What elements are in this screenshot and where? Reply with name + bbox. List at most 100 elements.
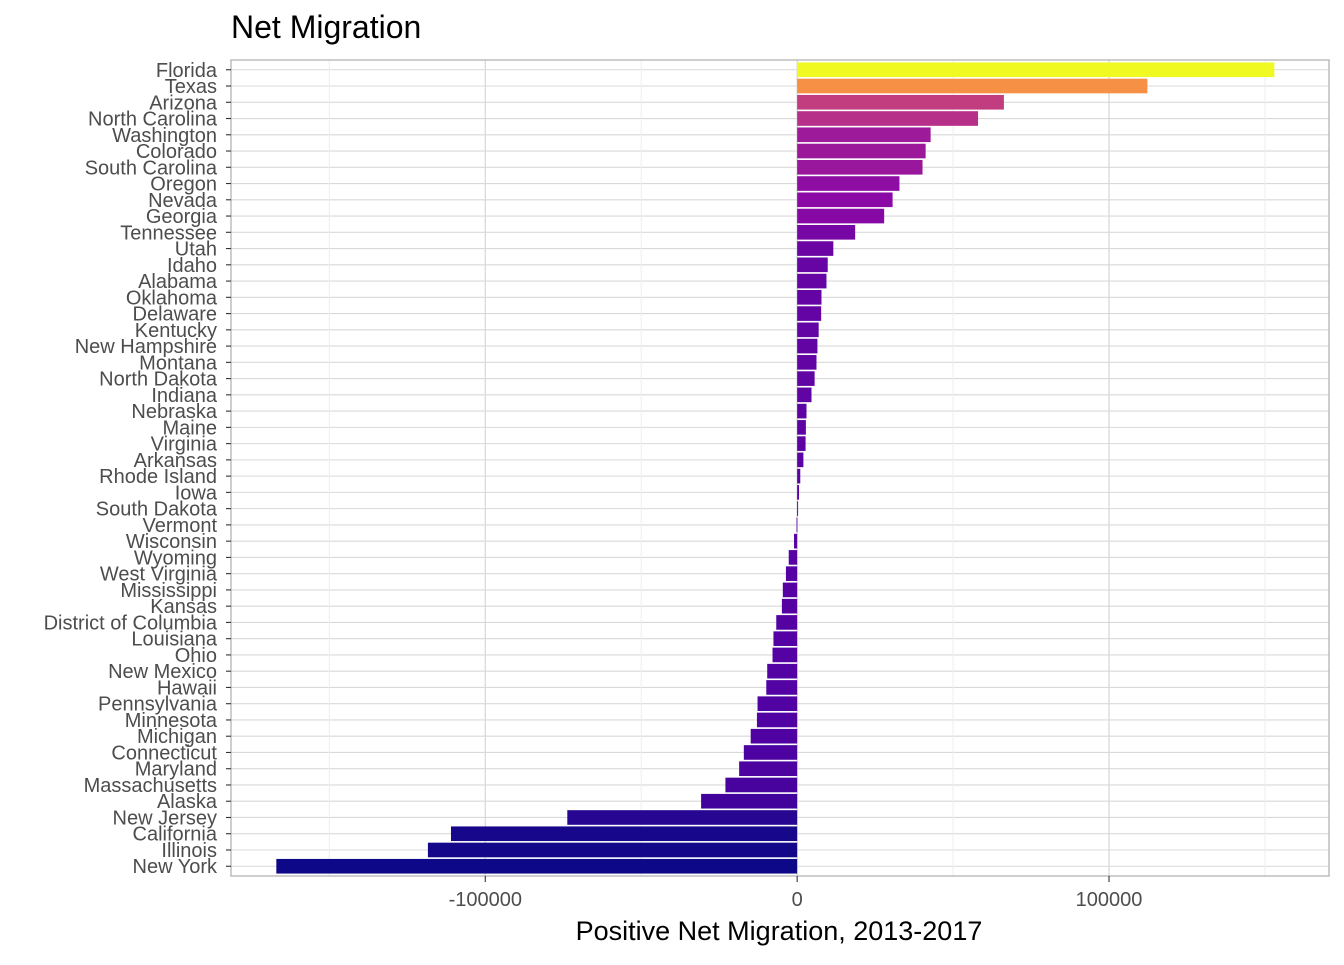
y-tick-label-south-dakota: South Dakota — [96, 499, 218, 521]
bar-montana — [797, 355, 817, 370]
y-tick-label-louisiana: Louisiana — [131, 629, 218, 651]
bar-alaska — [701, 793, 798, 809]
y-tick-label-texas: Texas — [165, 76, 217, 98]
bar-south-dakota — [797, 501, 799, 516]
bar-massachusetts — [725, 777, 798, 793]
y-tick-label-washington: Washington — [112, 125, 217, 147]
y-tick-label-west-virginia: West Virginia — [100, 564, 218, 586]
bar-washington — [797, 127, 931, 143]
bar-utah — [797, 241, 834, 256]
y-tick-label-connecticut: Connecticut — [111, 742, 217, 764]
bar-minnesota — [756, 712, 798, 728]
bar-north-carolina — [797, 111, 979, 126]
y-tick-label-pennsylvania: Pennsylvania — [98, 694, 218, 716]
y-tick-label-montana: Montana — [139, 352, 218, 374]
y-tick-label-maryland: Maryland — [135, 759, 217, 781]
bar-wisconsin — [794, 533, 798, 549]
y-tick-label-idaho: Idaho — [167, 255, 217, 277]
y-tick-label-utah: Utah — [175, 239, 217, 261]
y-tick-label-indiana: Indiana — [151, 385, 217, 407]
chart-title: Net Migration — [231, 9, 421, 45]
y-tick-label-wyoming: Wyoming — [134, 547, 217, 569]
bar-new-hampshire — [797, 338, 818, 354]
y-tick-label-arkansas: Arkansas — [134, 450, 217, 472]
bar-new-york — [276, 858, 798, 874]
bar-maine — [797, 420, 806, 435]
bar-tennessee — [797, 224, 856, 240]
bar-california — [450, 826, 798, 842]
bar-north-dakota — [797, 371, 815, 386]
bar-wyoming — [788, 550, 798, 565]
bar-hawaii — [766, 680, 798, 695]
y-tick-label-new-jersey: New Jersey — [113, 807, 217, 829]
y-tick-label-new-mexico: New Mexico — [108, 661, 217, 683]
bar-colorado — [797, 143, 926, 159]
y-tick-label-california: California — [133, 824, 218, 846]
y-tick-label-south-carolina: South Carolina — [85, 157, 218, 179]
y-tick-label-nevada: Nevada — [148, 190, 218, 212]
bar-rhode-island — [797, 468, 801, 484]
bar-arkansas — [797, 452, 804, 468]
y-tick-label-minnesota: Minnesota — [125, 710, 218, 732]
bar-vermont — [796, 517, 798, 533]
y-tick-label-nebraska: Nebraska — [131, 401, 217, 423]
bar-maryland — [739, 761, 798, 777]
y-tick-label-iowa: Iowa — [175, 482, 218, 504]
bar-nevada — [797, 192, 893, 208]
y-tick-label-georgia: Georgia — [146, 206, 218, 228]
bar-illinois — [427, 842, 798, 858]
y-tick-label-illinois: Illinois — [161, 840, 217, 862]
x-tick-label: -100000 — [449, 889, 522, 911]
bar-nebraska — [797, 403, 807, 419]
bars — [276, 62, 1275, 874]
y-tick-label-michigan: Michigan — [137, 726, 217, 748]
bar-ohio — [772, 647, 798, 663]
y-tick-label-oregon: Oregon — [150, 174, 217, 196]
y-tick-label-new-york: New York — [133, 856, 218, 878]
y-tick-label-oklahoma: Oklahoma — [126, 287, 218, 309]
bar-texas — [797, 78, 1148, 94]
y-tick-label-mississippi: Mississippi — [120, 580, 217, 602]
bar-idaho — [797, 257, 828, 273]
y-tick-label-kentucky: Kentucky — [135, 320, 217, 342]
bar-michigan — [750, 728, 798, 744]
bar-oregon — [797, 176, 900, 191]
bar-florida — [797, 62, 1275, 78]
bar-district-of-columbia — [776, 615, 798, 630]
y-tick-label-massachusetts: Massachusetts — [84, 775, 217, 797]
x-tick-label: 0 — [792, 889, 803, 911]
bar-indiana — [797, 387, 812, 403]
y-tick-label-hawaii: Hawaii — [157, 677, 217, 699]
bar-kentucky — [797, 322, 819, 338]
bar-pennsylvania — [757, 696, 798, 712]
bar-south-carolina — [797, 159, 923, 175]
y-tick-label-rhode-island: Rhode Island — [99, 466, 217, 488]
grid-lines — [231, 60, 1329, 876]
bar-connecticut — [743, 745, 798, 760]
x-axis-title: Positive Net Migration, 2013-2017 — [576, 916, 983, 946]
bar-arizona — [797, 94, 1004, 110]
y-tick-label-alaska: Alaska — [157, 791, 218, 813]
y-tick-label-virginia: Virginia — [151, 434, 218, 456]
bar-alabama — [797, 273, 827, 289]
y-tick-label-tennessee: Tennessee — [120, 222, 217, 244]
bar-virginia — [797, 436, 806, 451]
bar-delaware — [797, 306, 822, 321]
y-tick-label-colorado: Colorado — [136, 141, 217, 163]
y-tick-label-north-carolina: North Carolina — [88, 109, 218, 131]
y-tick-label-wisconsin: Wisconsin — [126, 531, 217, 553]
x-axis: -100000 0 100000 — [449, 876, 1142, 911]
y-tick-label-delaware: Delaware — [133, 304, 217, 326]
y-tick-label-district-of-columbia: District of Columbia — [44, 612, 218, 634]
bar-west-virginia — [785, 566, 798, 581]
panel-border — [230, 59, 1330, 877]
y-tick-label-new-hampshire: New Hampshire — [75, 336, 217, 358]
y-tick-label-ohio: Ohio — [175, 645, 217, 667]
y-tick-label-maine: Maine — [163, 417, 217, 439]
bar-new-mexico — [767, 663, 798, 679]
bar-louisiana — [773, 631, 798, 646]
bar-new-jersey — [567, 810, 798, 825]
bar-mississippi — [782, 582, 798, 598]
